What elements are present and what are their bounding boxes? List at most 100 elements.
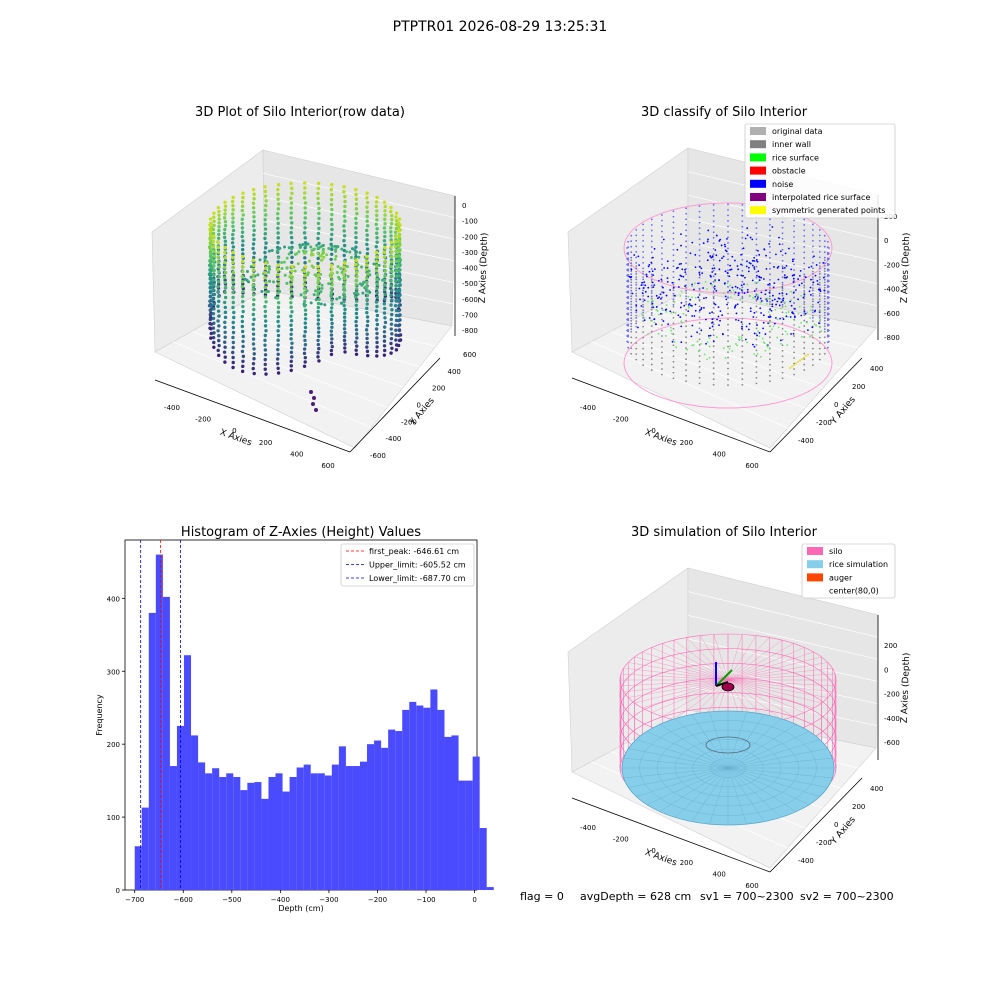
raw-point <box>231 345 235 350</box>
raw-point <box>316 191 320 196</box>
cls-noise-point <box>738 292 740 294</box>
cls-wall-point <box>755 321 758 324</box>
sim-y-tick-label: -400 <box>798 857 814 865</box>
raw-point <box>302 286 307 291</box>
cls-noise-point <box>778 304 781 307</box>
cls-wall-point <box>661 247 663 249</box>
cls-rice-point <box>784 330 787 333</box>
raw-point <box>343 269 347 273</box>
raw-point <box>208 299 212 303</box>
cls-noise-point <box>698 271 701 274</box>
raw-point <box>327 246 331 250</box>
cls-rice-point <box>687 306 690 309</box>
cls-wall-point <box>755 288 758 291</box>
cls-wall-point <box>741 220 744 223</box>
cls-wall-point <box>712 356 715 359</box>
cls-rice-point <box>819 318 822 321</box>
cls-noise-point <box>795 289 797 291</box>
cls-noise-point <box>655 294 658 297</box>
raw-point <box>375 313 380 318</box>
cls-noise-point <box>729 264 732 267</box>
cls-wall-point <box>635 347 638 350</box>
hist-bar <box>282 791 290 890</box>
cls-noise-point <box>771 226 774 228</box>
raw-point <box>375 345 379 349</box>
cls-symmetric-point <box>801 358 803 360</box>
cls-noise-point <box>780 301 783 304</box>
cls-noise-point <box>637 255 640 258</box>
cls-wall-point <box>627 334 630 337</box>
cls-noise-point <box>769 315 772 318</box>
raw-point <box>251 258 256 263</box>
raw-point <box>249 275 253 279</box>
raw-point <box>276 260 280 264</box>
cls-noise-point <box>748 261 751 264</box>
cls-wall-point <box>818 300 821 303</box>
cls-wall-point <box>823 314 826 317</box>
cls-rice-point <box>675 346 678 349</box>
cls-rice-point <box>739 288 742 290</box>
raw-point <box>394 338 398 342</box>
raw-point <box>290 310 294 314</box>
grid-line <box>629 320 824 389</box>
cls-rice-point <box>724 357 727 359</box>
cls-wall-point <box>826 257 829 260</box>
raw-point <box>290 255 294 260</box>
raw-point <box>354 340 358 344</box>
sim-x-tick-label: 600 <box>745 882 758 890</box>
cls-noise-point <box>778 292 781 295</box>
grid-line <box>262 266 456 305</box>
cls-wall-point <box>672 303 675 306</box>
cls-wall-point <box>627 284 630 287</box>
cls-noise-point <box>657 279 660 282</box>
raw-point <box>207 304 212 308</box>
raw-point <box>354 240 358 245</box>
raw-point <box>231 265 235 270</box>
raw-point <box>394 269 398 273</box>
cls-noise-point <box>791 258 794 261</box>
cls-rice-point <box>763 342 766 345</box>
raw-point <box>290 191 294 195</box>
raw-point <box>343 276 347 281</box>
cls-noise-point <box>650 261 653 264</box>
raw-point <box>342 214 347 218</box>
raw-point <box>216 289 220 294</box>
cls-wall-point <box>712 242 715 245</box>
cls-wall-point <box>661 351 663 354</box>
cls-legend-swatch <box>750 206 766 215</box>
cls-noise-point <box>792 291 795 294</box>
cls-noise-point <box>756 274 758 277</box>
raw-point <box>223 255 227 260</box>
cls-rice-point <box>658 313 660 316</box>
cls-wall-point <box>727 225 729 228</box>
cls-wall-point <box>826 251 829 254</box>
raw-point <box>330 302 334 306</box>
cls-wall-point <box>769 229 771 232</box>
raw-point <box>211 311 216 316</box>
cls-wall-point <box>803 262 806 265</box>
cls-x-tick-label: 0 <box>651 427 655 435</box>
grid-line <box>610 331 806 409</box>
cls-noise-point <box>706 240 709 243</box>
raw-point <box>208 312 213 317</box>
cls-noise-point <box>753 268 756 270</box>
raw-point <box>231 330 236 335</box>
cls-wall-point <box>698 243 701 246</box>
cls-noise-point <box>666 277 669 280</box>
cls-noise-point <box>699 265 701 268</box>
raw-point <box>263 217 267 222</box>
raw-point <box>230 241 235 245</box>
raw-point <box>289 350 294 355</box>
cls-wall-point <box>698 316 701 319</box>
cls-wall-point <box>627 268 630 271</box>
hist-x-tick-label: −300 <box>319 896 338 904</box>
raw-point <box>223 355 227 359</box>
raw-z-tick-label: 0 <box>462 202 466 210</box>
cls-wall-point <box>823 341 826 344</box>
raw-point <box>240 284 245 289</box>
cls-wall-point <box>630 251 633 254</box>
cls-wall-point <box>826 328 829 331</box>
cls-wall-point <box>698 254 701 257</box>
raw-point <box>317 334 321 339</box>
